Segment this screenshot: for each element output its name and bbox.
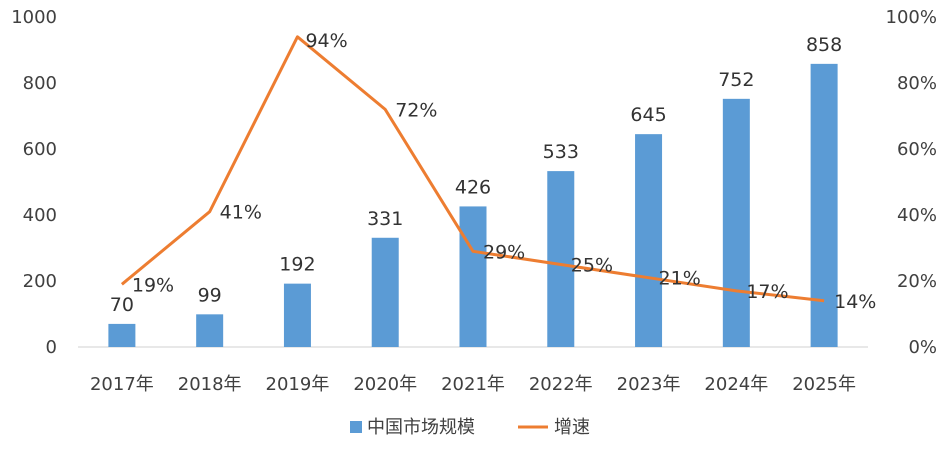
x-tick-label: 2022年: [529, 374, 593, 395]
x-tick-label: 2025年: [792, 374, 856, 395]
bar: [547, 171, 575, 347]
y-axis-right: 0% 20% 40% 60% 80% 100%: [886, 7, 937, 358]
bar-data-label: 192: [279, 254, 315, 276]
y-right-tick-label: 80%: [897, 73, 937, 94]
bar: [283, 283, 311, 347]
bar-data-label: 858: [806, 34, 842, 56]
y-left-tick-label: 200: [23, 271, 57, 292]
y-left-tick-label: 400: [23, 205, 57, 226]
line-data-labels: 19% 41% 94% 72% 29% 25% 21% 17% 14%: [132, 30, 876, 313]
legend: 中国市场规模 增速: [350, 417, 590, 438]
x-tick-label: 2018年: [178, 374, 242, 395]
bar-data-label: 426: [455, 176, 491, 198]
y-right-tick-label: 20%: [897, 271, 937, 292]
bar: [196, 314, 224, 347]
y-right-tick-label: 0%: [908, 337, 937, 358]
bar: [459, 206, 487, 347]
y-right-tick-label: 60%: [897, 139, 937, 160]
line-data-label: 21%: [659, 268, 701, 290]
growth-line: [120, 35, 825, 303]
line-data-label: 14%: [834, 291, 876, 313]
bar-data-labels: 70 99 192 331 426 533 645 752 858: [110, 34, 842, 316]
y-right-tick-label: 100%: [886, 7, 937, 28]
bar-data-label: 645: [630, 104, 666, 126]
y-left-tick-label: 800: [23, 73, 57, 94]
bar-data-label: 752: [718, 69, 754, 91]
x-tick-label: 2024年: [704, 374, 768, 395]
x-axis: 2017年 2018年 2019年 2020年 2021年 2022年 2023年 2024年…: [90, 374, 856, 395]
legend-bar-swatch: [350, 421, 362, 433]
bar-data-label: 70: [110, 294, 134, 316]
bar: [108, 323, 136, 347]
bar-data-label: 533: [543, 141, 579, 163]
legend-bar-label: 中国市场规模: [367, 417, 475, 438]
bar-data-label: 331: [367, 208, 403, 230]
y-left-tick-label: 0: [46, 337, 57, 358]
bar-data-label: 99: [198, 284, 222, 306]
y-right-tick-label: 40%: [897, 205, 937, 226]
y-left-tick-label: 1000: [11, 7, 57, 28]
bar: [371, 237, 399, 347]
line-data-label: 25%: [571, 255, 613, 277]
x-tick-label: 2017年: [90, 374, 154, 395]
x-tick-label: 2023年: [617, 374, 681, 395]
line-data-label: 41%: [220, 202, 262, 224]
line-data-label: 72%: [395, 99, 437, 121]
y-axis-left: 0 200 400 600 800 1000: [11, 7, 57, 358]
line-data-label: 17%: [746, 281, 788, 303]
x-tick-label: 2021年: [441, 374, 505, 395]
y-left-tick-label: 600: [23, 139, 57, 160]
x-tick-label: 2020年: [353, 374, 417, 395]
x-tick-label: 2019年: [266, 374, 330, 395]
bar: [722, 98, 750, 347]
line-data-label: 19%: [132, 274, 174, 296]
legend-line-label: 增速: [554, 417, 590, 438]
line-data-label: 94%: [305, 30, 347, 52]
line-data-label: 29%: [483, 241, 525, 263]
bar: [635, 134, 663, 347]
